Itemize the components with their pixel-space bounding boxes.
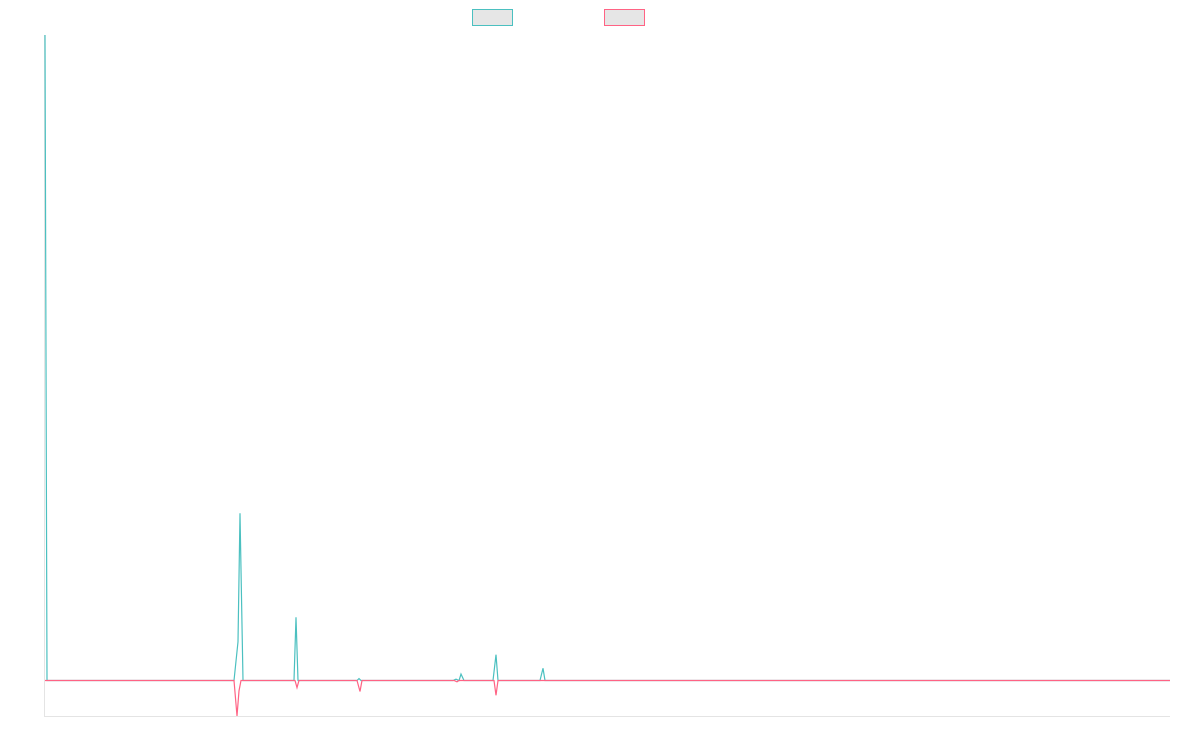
legend-swatch xyxy=(604,9,645,26)
legend-swatch xyxy=(472,9,513,26)
series-line xyxy=(45,679,1170,717)
series-line xyxy=(44,34,1170,682)
